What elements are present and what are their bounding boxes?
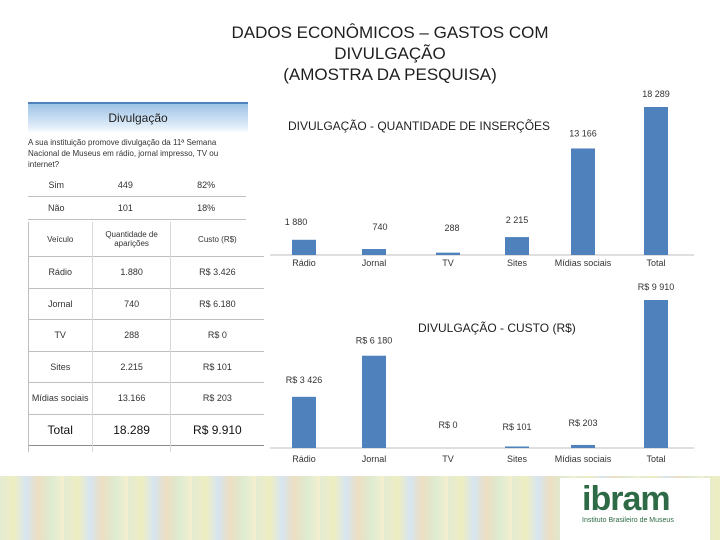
media-table: Veículo Quantidade de aparições Custo (R… [28,222,264,446]
data-label: 288 [444,223,459,233]
chart-title: DIVULGAÇÃO - QUANTIDADE DE INSERÇÕES [288,118,550,133]
data-label: 1 880 [285,217,308,227]
title-line-3: (AMOSTRA DA PESQUISA) [283,65,497,84]
category-label: Jornal [362,258,387,268]
bar [505,446,529,448]
category-label: Rádio [292,258,316,268]
vehicle-cell: Rádio [28,256,93,289]
quantity-cell: 740 [92,288,171,320]
header-vehicle: Veículo [28,222,93,257]
table-left-rule [28,222,29,452]
answer-percent: 18% [166,196,246,220]
total-label: Total [28,414,93,446]
category-label: Sites [507,454,528,464]
total-quantity: 18.289 [92,414,171,446]
cost-cell: R$ 3.426 [170,256,264,289]
bar [644,107,668,255]
bar [292,239,316,255]
logo-word: ibram [582,480,671,518]
category-label: Sites [507,258,528,268]
bar [362,355,386,448]
table-row: Sites 2.215 R$ 101 [28,351,264,383]
vehicle-cell: Jornal [28,288,93,320]
table-row: TV 288 R$ 0 [28,319,264,352]
category-label: TV [442,454,454,464]
bar [644,300,668,448]
vehicle-cell: Mídias sociais [28,382,93,415]
data-label: R$ 9 910 [638,282,675,292]
data-label: R$ 0 [438,420,457,430]
footer-logo-area [560,478,710,540]
category-label: Total [646,454,665,464]
table-column-rule [170,222,171,452]
category-label: Total [646,258,665,268]
quantity-cell: 13.166 [92,382,171,415]
cost-cell: R$ 203 [170,382,264,415]
bar [362,249,386,255]
cost-cell: R$ 0 [170,319,264,352]
data-label: 2 215 [506,215,529,225]
bar [292,396,316,448]
title-line-1: DADOS ECONÔMICOS – GASTOS COM [231,23,549,42]
quantity-cell: 288 [92,319,171,352]
header-cost: Custo (R$) [170,222,264,257]
answer-label: Sim [28,174,85,197]
panel-heading: Divulgação [28,102,248,133]
category-label: Rádio [292,454,316,464]
data-label: R$ 6 180 [356,336,393,346]
answer-row: Não 101 18% [28,196,246,220]
header-quantity: Quantidade de aparições [92,222,171,257]
media-table-header: Veículo Quantidade de aparições Custo (R… [28,222,264,257]
chart-title: DIVULGAÇÃO - CUSTO (R$) [418,321,576,335]
category-label: Jornal [362,454,387,464]
quantity-cell: 2.215 [92,351,171,383]
table-row: Mídias sociais 13.166 R$ 203 [28,382,264,415]
cost-cell: R$ 101 [170,351,264,383]
answers-table: Sim 449 82% Não 101 18% [28,174,246,220]
table-column-rule [92,222,93,452]
logo-subtitle: Instituto Brasileiro de Museus [582,517,674,524]
bar [571,148,595,255]
answer-count: 449 [84,174,167,197]
category-label: TV [442,258,454,268]
data-label: R$ 3 426 [286,375,323,385]
category-label: Mídias sociais [555,258,612,268]
bar [571,444,595,448]
answer-label: Não [28,196,85,220]
data-label: R$ 101 [502,422,531,432]
vehicle-cell: TV [28,319,93,352]
survey-question: A sua instituição promove divulgação da … [28,138,219,169]
data-label: 740 [372,222,387,232]
answer-percent: 82% [166,174,246,197]
table-row: Rádio 1.880 R$ 3.426 [28,256,264,289]
quantity-cell: 1.880 [92,256,171,289]
vehicle-cell: Sites [28,351,93,383]
table-row: Jornal 740 R$ 6.180 [28,288,264,320]
ibram-logo: ibram Instituto Brasileiro de Museus [582,482,674,524]
bar [505,237,529,255]
data-label: R$ 203 [568,418,597,428]
disclosure-panel: Divulgação A sua instituição promove div… [28,102,248,220]
data-label: 13 166 [569,128,597,138]
table-total-row: Total 18.289 R$ 9.910 [28,414,264,446]
category-label: Mídias sociais [555,454,612,464]
page-title: DADOS ECONÔMICOS – GASTOS COM DIVULGAÇÃO… [180,22,600,85]
cost-cell: R$ 6.180 [170,288,264,320]
total-cost: R$ 9.910 [170,414,264,446]
bar [436,252,460,255]
title-line-2: DIVULGAÇÃO [334,44,446,63]
answer-row: Sim 449 82% [28,174,246,197]
answer-count: 101 [84,196,167,220]
data-label: 18 289 [642,89,670,99]
